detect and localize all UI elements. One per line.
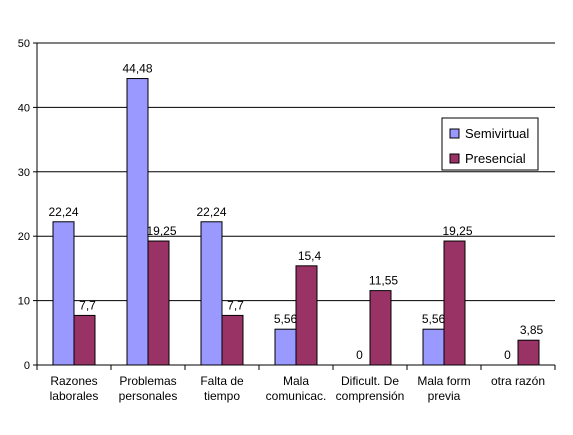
bar-presencial-2 xyxy=(221,314,244,366)
bar-semivirtual-0 xyxy=(52,221,75,366)
y-tick-label: 0 xyxy=(24,360,30,372)
bar-semivirtual-3 xyxy=(274,328,297,366)
category-label: Razones xyxy=(50,374,97,388)
bar-semivirtual-5 xyxy=(422,328,445,366)
category-label: Problemas xyxy=(119,374,176,388)
data-label-semivirtual-4: 0 xyxy=(356,348,363,362)
y-tick-label: 50 xyxy=(18,38,30,50)
category-label: comprensión xyxy=(336,389,405,403)
data-label-presencial-6: 3,85 xyxy=(520,323,544,337)
data-label-semivirtual-6: 0 xyxy=(504,348,511,362)
legend-swatch-presencial xyxy=(449,153,460,164)
y-tick-label: 10 xyxy=(18,296,30,308)
legend-label-presencial: Presencial xyxy=(465,151,526,166)
category-label: laborales xyxy=(50,389,99,403)
y-tick-label: 20 xyxy=(18,231,30,243)
bar-presencial-5 xyxy=(443,240,466,366)
legend-swatch-semivirtual xyxy=(449,128,460,139)
data-label-presencial-3: 15,4 xyxy=(298,249,322,263)
data-label-semivirtual-3: 5,56 xyxy=(274,312,298,326)
data-label-semivirtual-5: 5,56 xyxy=(422,312,446,326)
category-label: tiempo xyxy=(204,389,240,403)
bar-presencial-3 xyxy=(295,265,318,366)
bar-presencial-1 xyxy=(147,240,170,366)
data-label-semivirtual-0: 22,24 xyxy=(48,205,78,219)
data-label-presencial-4: 11,55 xyxy=(369,274,398,288)
y-tick-label: 30 xyxy=(18,167,30,179)
category-label: Dificult. De xyxy=(341,374,399,388)
bar-semivirtual-2 xyxy=(200,221,223,366)
data-label-presencial-2: 7,7 xyxy=(227,298,244,312)
bar-semivirtual-1 xyxy=(126,78,149,366)
category-label: otra razón xyxy=(491,374,545,388)
data-label-semivirtual-1: 44,48 xyxy=(122,62,152,76)
bar-presencial-0 xyxy=(73,314,96,366)
category-label: Mala xyxy=(283,374,309,388)
bar-presencial-4 xyxy=(369,290,392,366)
data-label-presencial-1: 19,25 xyxy=(146,224,176,238)
y-tick-label: 40 xyxy=(18,102,30,114)
category-label: personales xyxy=(119,389,178,403)
data-label-presencial-5: 19,25 xyxy=(442,224,472,238)
category-label: previa xyxy=(428,389,461,403)
bar-presencial-6 xyxy=(517,339,540,366)
legend-label-semivirtual: Semivirtual xyxy=(465,126,529,141)
category-label: Mala form xyxy=(417,374,470,388)
category-label: comunicac. xyxy=(266,389,327,403)
data-label-semivirtual-2: 22,24 xyxy=(196,205,226,219)
category-label: Falta de xyxy=(200,374,244,388)
data-label-presencial-0: 7,7 xyxy=(79,298,96,312)
